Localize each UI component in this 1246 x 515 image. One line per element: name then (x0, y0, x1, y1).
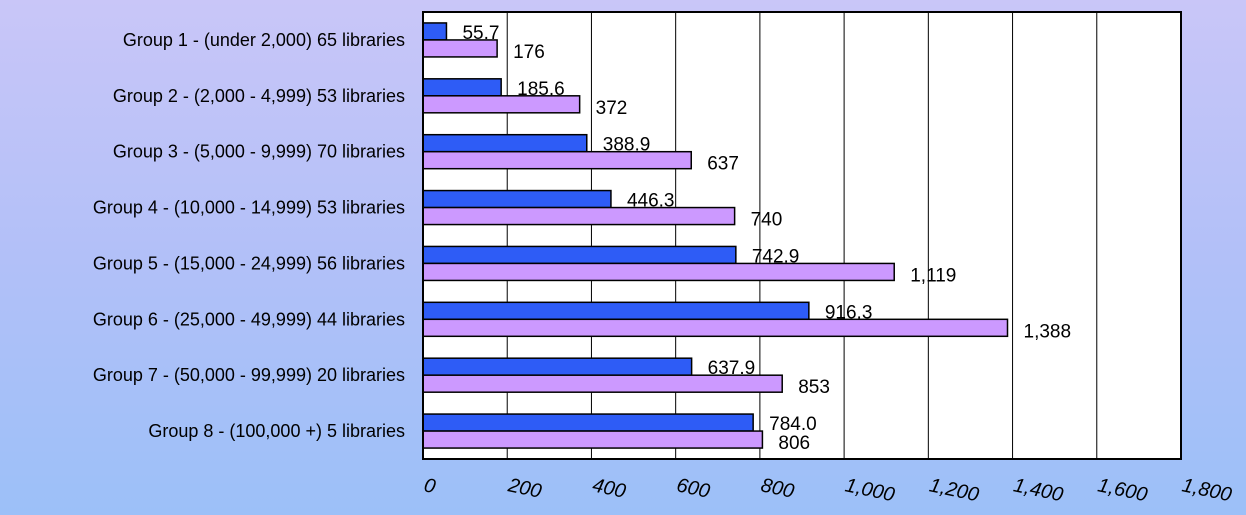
category-label: Group 1 - (under 2,000) 65 libraries (123, 30, 405, 50)
category-labels: Group 1 - (under 2,000) 65 libraries Grou… (93, 30, 405, 441)
data-label-series-b: 637 (707, 154, 739, 175)
data-label-series-a: 742.9 (752, 246, 800, 267)
data-label-series-b: 806 (778, 433, 810, 454)
data-label-series-b: 176 (513, 42, 545, 63)
x-tick-label: 600 (675, 474, 712, 502)
x-tick-label: 1,400 (1012, 474, 1066, 506)
data-label-series-b: 1,119 (910, 265, 956, 286)
x-axis-tick-labels: 0 200 400 600 800 1,000 1,200 1,400 1,600 1,800 (422, 474, 1234, 506)
data-label-series-b: 1,388 (1024, 321, 1072, 342)
x-tick-label: 200 (505, 474, 543, 503)
data-label-series-a: 637.9 (708, 358, 756, 379)
bar-series-a (422, 357, 693, 376)
bar-series-a (422, 245, 737, 265)
bar-series-a (422, 22, 448, 41)
gridlines (506, 12, 1098, 459)
plot-border (422, 11, 1182, 460)
bar-series-a (422, 413, 754, 432)
data-label-series-a: 388.9 (603, 135, 651, 156)
data-label-series-a: 446.3 (627, 191, 675, 212)
bars (422, 22, 1009, 449)
bar-series-a (422, 133, 588, 153)
bar-series-b (422, 318, 1009, 338)
bar-series-b (422, 150, 692, 170)
x-tick-label: 1,000 (843, 474, 897, 506)
category-label: Group 8 - (100,000 +) 5 libraries (148, 421, 405, 441)
data-label-series-b: 372 (596, 98, 628, 119)
data-label-series-b: 740 (751, 210, 783, 231)
category-label: Group 6 - (25,000 - 49,999) 44 libraries (93, 309, 405, 329)
data-labels: 55.7 176 185.6 372 388.9 637 446.3 740 742.9 1,11… (462, 23, 1071, 454)
bar-series-a (422, 301, 810, 321)
category-label: Group 2 - (2,000 - 4,999) 53 libraries (113, 86, 405, 106)
data-label-series-a: 55.7 (462, 23, 499, 44)
category-label: Group 3 - (5,000 - 9,999) 70 libraries (113, 142, 405, 162)
x-tick-label: 800 (759, 474, 796, 502)
bar-series-a (422, 189, 612, 209)
bar-series-b (422, 262, 895, 282)
x-tick-label: 1,800 (1180, 474, 1234, 506)
data-label-series-a: 185.6 (517, 79, 565, 100)
category-label: Group 4 - (10,000 - 14,999) 53 libraries (93, 198, 405, 218)
bar-series-b (422, 206, 736, 226)
x-tick-label: 400 (590, 474, 627, 502)
data-label-series-a: 916.3 (825, 302, 873, 323)
x-tick-label: 1,600 (1096, 474, 1150, 506)
x-tick-label: 0 (422, 474, 437, 498)
data-label-series-a: 784.0 (769, 414, 817, 435)
category-label: Group 5 - (15,000 - 24,999) 56 libraries (93, 253, 405, 273)
category-label: Group 7 - (50,000 - 99,999) 20 libraries (93, 365, 405, 385)
bar-series-b (422, 430, 764, 449)
data-label-series-b: 853 (798, 377, 830, 398)
x-tick-label: 1,200 (927, 474, 981, 506)
bar-series-a (422, 78, 502, 97)
